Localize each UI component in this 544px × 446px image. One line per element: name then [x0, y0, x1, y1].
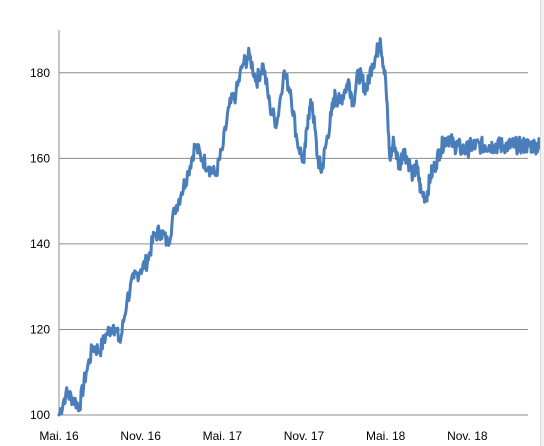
y-tick-label: 120 [30, 322, 50, 336]
x-tick-label: Nov. 16 [120, 429, 161, 443]
y-tick-labels: 100 120 140 160 180 [30, 66, 50, 422]
x-tick-labels: Mai. 16 Nov. 16 Mai. 17 Nov. 17 Mai. 18 Nov. … [39, 429, 488, 443]
x-tick-label: Nov. 17 [284, 429, 325, 443]
y-tick-label: 180 [30, 66, 50, 80]
y-tick-label: 140 [30, 237, 50, 251]
x-tick-label: Mai. 17 [203, 429, 243, 443]
x-tick-label: Mai. 18 [366, 429, 406, 443]
y-tick-label: 100 [30, 408, 50, 422]
y-tick-label: 160 [30, 151, 50, 165]
right-edge-scrollbar [540, 0, 544, 446]
x-tick-label: Mai. 16 [39, 429, 79, 443]
series-line [57, 37, 544, 417]
axes [58, 30, 528, 416]
x-tick-label: Nov. 18 [447, 429, 488, 443]
series-group [57, 37, 544, 417]
gridlines [59, 72, 528, 330]
